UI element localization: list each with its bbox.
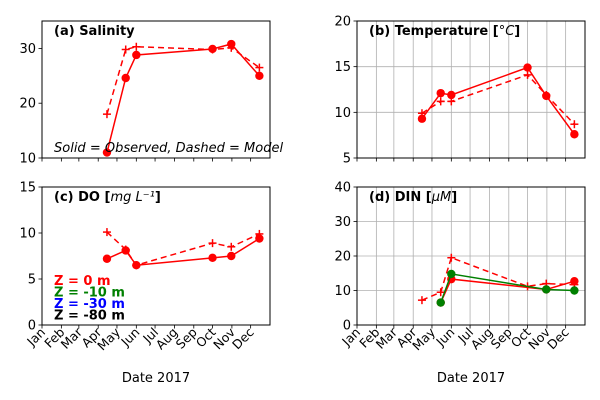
panel-title-prefix: (c): [54, 190, 78, 205]
observed-line: [106, 43, 260, 153]
data-point: [208, 253, 217, 263]
y-tick-label: 20: [19, 97, 36, 112]
data-point: [447, 90, 456, 100]
panel-title-prefix: (d): [369, 190, 395, 205]
legend-depth-label: Z = -10 m: [54, 286, 125, 301]
y-tick-label: 10: [334, 284, 351, 299]
y-tick-label: 30: [334, 215, 351, 230]
panel-title-part: mg L⁻¹: [110, 190, 154, 205]
axes-frame: [356, 20, 586, 159]
panel-title-part: °C: [499, 24, 516, 39]
model-line: [106, 231, 260, 267]
y-tick-label: 40: [334, 181, 351, 196]
y-tick-label: 20: [334, 15, 351, 30]
data-point: [102, 254, 112, 263]
y-tick-label: 5: [28, 273, 36, 288]
data-point: [102, 148, 112, 157]
data-point: [570, 130, 579, 139]
y-tick-label: 10: [19, 152, 36, 167]
data-point: [447, 269, 456, 279]
data-point: [132, 50, 141, 60]
observed-line: [440, 273, 575, 303]
x-axis-label: Date 2017: [122, 371, 190, 386]
axes-frame: [41, 186, 271, 326]
model-line: [421, 256, 575, 301]
y-tick-label: 30: [19, 42, 36, 57]
data-point: [542, 285, 551, 294]
panel-title-part: DO [: [78, 190, 110, 205]
series-group: [417, 63, 579, 139]
panel-title-part: Salinity: [79, 24, 135, 39]
panel-title-part: µM: [431, 190, 452, 205]
panel-annotation: Solid = Observed, Dashed = Model: [54, 141, 283, 156]
series-group: [102, 39, 264, 157]
series-group: [102, 228, 264, 270]
panel-title: (a) Salinity: [54, 24, 135, 39]
panel-title-part: ]: [514, 24, 520, 39]
panel-title-part: ]: [155, 190, 161, 205]
model-line: [421, 74, 575, 125]
axes-frame: [41, 20, 271, 159]
x-axis-label: Date 2017: [437, 371, 505, 386]
legend-depth-label: Z = -30 m: [54, 297, 125, 312]
y-tick-label: 0: [28, 319, 36, 334]
panel-title-prefix: (a): [54, 24, 79, 39]
panel-salinity: 10 20 30 (a) Salinity Solid = Observed, Dash…: [19, 20, 283, 167]
data-point: [436, 88, 445, 98]
panel-temperature: 5 10 15 20 (b) Temperature [°C]: [334, 15, 586, 167]
panel-title-part: DIN [: [395, 190, 432, 205]
y-tick-label: 20: [334, 250, 351, 265]
observed-line: [421, 66, 575, 135]
data-point: [417, 114, 427, 123]
y-tick-label: 15: [334, 60, 351, 75]
y-tick-label: 10: [19, 227, 36, 242]
panel-title-part: Temperature [: [395, 24, 499, 39]
y-tick-label: 0: [343, 319, 351, 334]
data-point: [570, 286, 579, 295]
panel-title: (b) Temperature [°C]: [369, 24, 520, 39]
panel-title-part: ]: [451, 190, 457, 205]
legend-depth-label: Z = 0 m: [54, 274, 111, 289]
legend-depth-label: Z = -80 m: [54, 309, 125, 324]
data-point: [523, 63, 532, 72]
data-point: [436, 298, 445, 307]
y-tick-label: 15: [19, 181, 36, 196]
series-group: [417, 253, 579, 307]
data-point: [227, 251, 236, 261]
panel-title-prefix: (b): [369, 24, 395, 39]
panel-title: (c) DO [mg L⁻¹]: [54, 190, 161, 205]
y-tick-label: 10: [334, 106, 351, 121]
data-point: [121, 73, 130, 83]
y-tick-label: 5: [343, 152, 351, 167]
panel-title: (d) DIN [µM]: [369, 190, 457, 205]
observed-line: [440, 278, 575, 303]
data-point: [255, 234, 264, 243]
data-point: [255, 71, 264, 81]
